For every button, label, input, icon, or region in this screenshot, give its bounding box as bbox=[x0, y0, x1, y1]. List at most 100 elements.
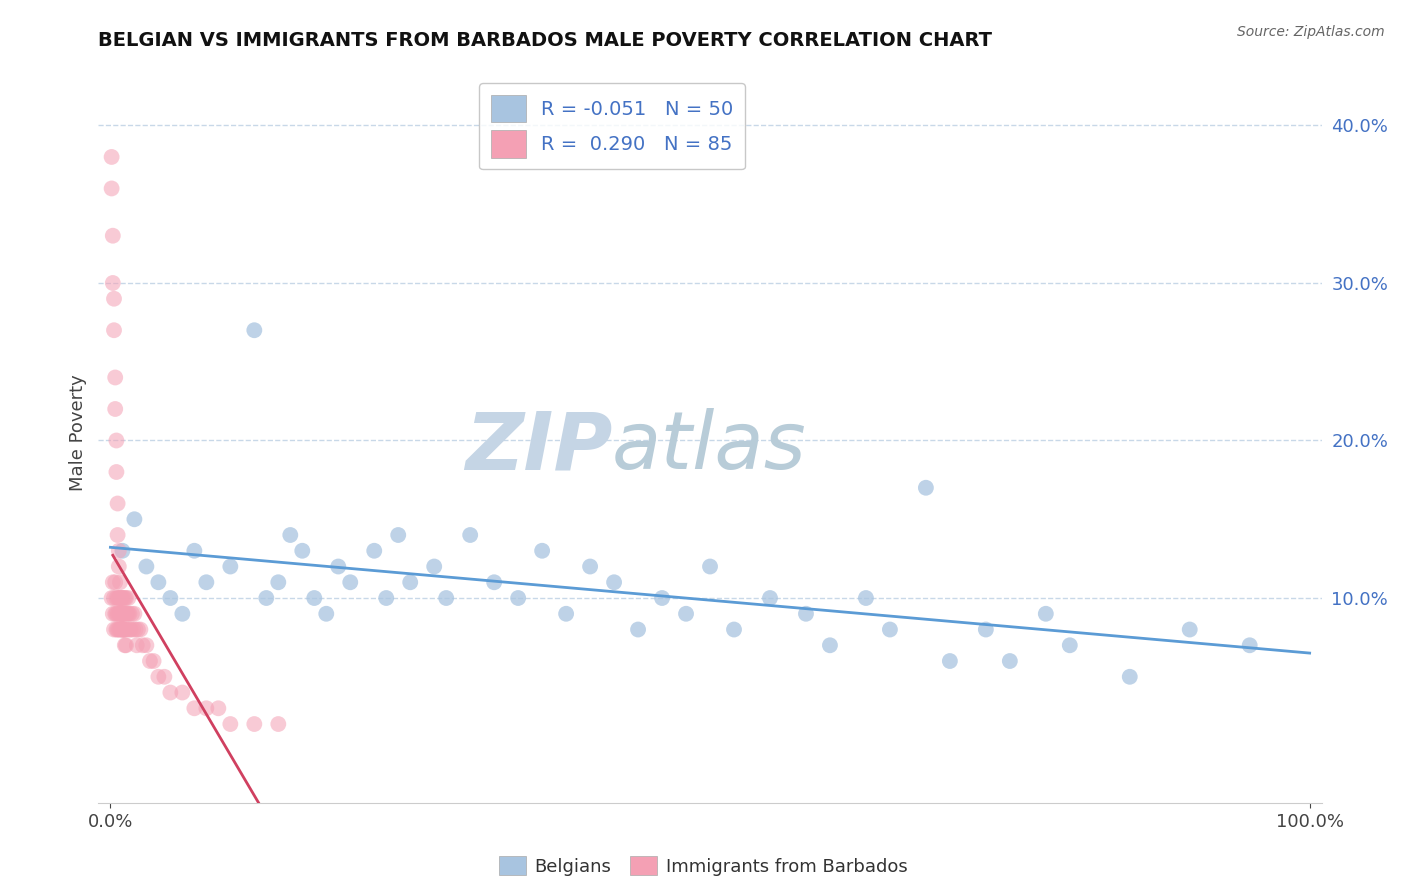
Point bbox=[108, 623, 129, 637]
Point bbox=[124, 607, 146, 621]
Point bbox=[115, 591, 138, 605]
Point bbox=[108, 607, 131, 621]
Point bbox=[125, 638, 148, 652]
Point bbox=[675, 607, 697, 621]
Point bbox=[555, 607, 578, 621]
Point bbox=[794, 607, 817, 621]
Legend: R = -0.051   N = 50, R =  0.290   N = 85: R = -0.051 N = 50, R = 0.290 N = 85 bbox=[479, 83, 745, 169]
Point bbox=[103, 323, 125, 337]
Point bbox=[139, 654, 162, 668]
Point bbox=[104, 402, 127, 417]
Point bbox=[375, 591, 398, 605]
Point bbox=[315, 607, 337, 621]
Point bbox=[124, 512, 146, 526]
Point bbox=[100, 591, 122, 605]
Point bbox=[121, 607, 143, 621]
Point bbox=[482, 575, 505, 590]
Point bbox=[291, 543, 314, 558]
Point bbox=[111, 543, 134, 558]
Point bbox=[110, 591, 132, 605]
Point bbox=[172, 607, 194, 621]
Point bbox=[759, 591, 782, 605]
Point bbox=[110, 607, 132, 621]
Point bbox=[118, 623, 141, 637]
Point bbox=[207, 701, 229, 715]
Point bbox=[458, 528, 481, 542]
Y-axis label: Male Poverty: Male Poverty bbox=[69, 375, 87, 491]
Point bbox=[112, 623, 135, 637]
Point bbox=[723, 623, 745, 637]
Point bbox=[1178, 623, 1201, 637]
Point bbox=[104, 575, 127, 590]
Point bbox=[117, 607, 139, 621]
Point bbox=[127, 623, 149, 637]
Point bbox=[117, 591, 139, 605]
Point bbox=[267, 575, 290, 590]
Text: BELGIAN VS IMMIGRANTS FROM BARBADOS MALE POVERTY CORRELATION CHART: BELGIAN VS IMMIGRANTS FROM BARBADOS MALE… bbox=[98, 30, 993, 50]
Point bbox=[111, 623, 134, 637]
Point bbox=[124, 623, 146, 637]
Point bbox=[243, 717, 266, 731]
Point bbox=[112, 623, 135, 637]
Point bbox=[100, 181, 122, 195]
Point bbox=[110, 607, 132, 621]
Point bbox=[699, 559, 721, 574]
Point bbox=[183, 701, 205, 715]
Point bbox=[101, 276, 124, 290]
Point bbox=[107, 623, 129, 637]
Point bbox=[423, 559, 446, 574]
Point bbox=[103, 623, 125, 637]
Point bbox=[114, 607, 136, 621]
Point bbox=[1239, 638, 1261, 652]
Point bbox=[172, 685, 194, 699]
Point bbox=[915, 481, 938, 495]
Text: atlas: atlas bbox=[612, 409, 807, 486]
Point bbox=[108, 591, 131, 605]
Point bbox=[118, 607, 141, 621]
Point bbox=[107, 607, 129, 621]
Point bbox=[1059, 638, 1081, 652]
Text: ZIP: ZIP bbox=[465, 409, 612, 486]
Point bbox=[855, 591, 877, 605]
Point bbox=[998, 654, 1021, 668]
Point bbox=[339, 575, 361, 590]
Point bbox=[148, 670, 170, 684]
Point bbox=[108, 543, 129, 558]
Point bbox=[120, 623, 142, 637]
Point bbox=[108, 591, 129, 605]
Point bbox=[111, 591, 134, 605]
Point bbox=[531, 543, 554, 558]
Point bbox=[101, 228, 124, 243]
Point bbox=[328, 559, 350, 574]
Point bbox=[105, 465, 128, 479]
Point bbox=[183, 543, 205, 558]
Point bbox=[195, 701, 218, 715]
Point bbox=[108, 559, 129, 574]
Point bbox=[103, 292, 125, 306]
Point bbox=[219, 559, 242, 574]
Point bbox=[135, 638, 157, 652]
Point bbox=[105, 434, 128, 448]
Point bbox=[434, 591, 457, 605]
Point bbox=[627, 623, 650, 637]
Point bbox=[101, 607, 124, 621]
Point bbox=[111, 607, 134, 621]
Point bbox=[1119, 670, 1142, 684]
Point bbox=[278, 528, 301, 542]
Point bbox=[115, 607, 138, 621]
Point bbox=[195, 575, 218, 590]
Point bbox=[104, 370, 127, 384]
Point bbox=[107, 591, 129, 605]
Point bbox=[108, 623, 131, 637]
Point bbox=[105, 591, 128, 605]
Point bbox=[974, 623, 997, 637]
Point bbox=[219, 717, 242, 731]
Point bbox=[107, 496, 129, 510]
Point bbox=[129, 623, 152, 637]
Point bbox=[115, 623, 138, 637]
Point bbox=[304, 591, 326, 605]
Point bbox=[112, 623, 135, 637]
Point bbox=[399, 575, 422, 590]
Point bbox=[132, 638, 155, 652]
Point bbox=[818, 638, 841, 652]
